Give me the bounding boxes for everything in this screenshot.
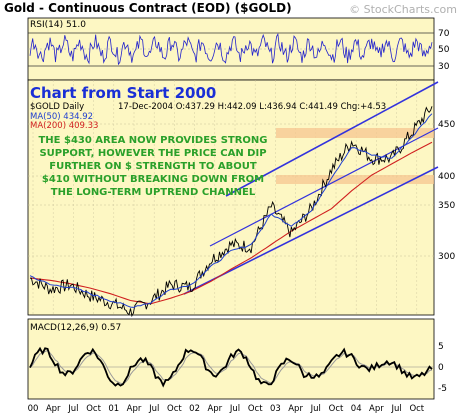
x-axis-labels: 00 Apr Jul Oct 01 Apr Jul Oct 02 Apr Jul Oct 03 Apr Ju… bbox=[28, 404, 425, 414]
x-tick-label: Apr bbox=[207, 404, 222, 414]
macd-tick-5: 5 bbox=[438, 342, 444, 352]
macd-tick-neg5: -5 bbox=[438, 384, 447, 394]
channel-upper bbox=[225, 81, 439, 197]
rsi-tick-50: 50 bbox=[438, 45, 450, 55]
annotation-line-4: $410 WITHOUT BREAKING DOWN FROM bbox=[42, 174, 264, 185]
x-tick-label: Apr bbox=[288, 404, 303, 414]
ma200-line bbox=[29, 141, 433, 305]
annotation-line-2: SUPPORT, HOWEVER THE PRICE CAN DIP bbox=[39, 148, 266, 159]
macd-panel: MACD(12,26,9) 0.57 5 0 -5 bbox=[27, 318, 447, 400]
x-tick-label: 00 bbox=[28, 404, 39, 414]
price-tick-300: 300 bbox=[438, 252, 455, 262]
x-tick-label: Oct bbox=[86, 404, 101, 414]
ohlc-label: 17-Dec-2004 O:437.29 H:442.09 L:436.94 C… bbox=[118, 102, 386, 112]
macd-signal-line bbox=[29, 349, 433, 385]
x-tick-label: 01 bbox=[108, 404, 119, 414]
x-tick-label: Jul bbox=[390, 404, 401, 414]
x-tick-label: Oct bbox=[409, 404, 424, 414]
annotation-line-3: FURTHER ON $ STRENGTH TO ABOUT bbox=[49, 161, 257, 172]
ma200-label: MA(200) 409.33 bbox=[30, 121, 98, 131]
x-tick-label: Apr bbox=[46, 404, 61, 414]
annotation-line-1: THE $430 AREA NOW PROVIDES STRONG bbox=[38, 135, 267, 146]
x-tick-label: Oct bbox=[248, 404, 263, 414]
vertical-grid bbox=[32, 80, 417, 315]
stockcharts-credit: © StockCharts.com bbox=[349, 3, 457, 16]
x-tick-label: Jul bbox=[229, 404, 240, 414]
price-tick-450: 450 bbox=[438, 120, 455, 130]
price-tick-400: 400 bbox=[438, 172, 455, 182]
rsi-label: RSI(14) 51.0 bbox=[30, 20, 86, 30]
channel-lower bbox=[183, 166, 439, 295]
x-tick-label: Jul bbox=[148, 404, 159, 414]
x-tick-label: Oct bbox=[167, 404, 182, 414]
x-tick-label: Oct bbox=[329, 404, 344, 414]
chart-title: Gold - Continuous Contract (EOD) ($GOLD) bbox=[4, 1, 292, 15]
ma50-line bbox=[29, 113, 433, 308]
chart-from-start-label: Chart from Start 2000 bbox=[30, 84, 216, 102]
x-tick-label: Apr bbox=[127, 404, 142, 414]
macd-line bbox=[29, 346, 433, 388]
channel-middle bbox=[209, 127, 439, 247]
ma50-label: MA(50) 434.92 bbox=[30, 112, 93, 122]
x-tick-label: 04 bbox=[351, 404, 362, 414]
price-panel: Chart from Start 2000 $GOLD Daily 17-Dec… bbox=[27, 79, 455, 318]
price-line bbox=[29, 106, 433, 318]
macd-tick-0: 0 bbox=[438, 363, 444, 373]
price-tick-350: 350 bbox=[438, 201, 455, 211]
rsi-line bbox=[29, 32, 433, 66]
macd-label: MACD(12,26,9) 0.57 bbox=[30, 323, 121, 333]
support-zone-430 bbox=[276, 128, 434, 138]
rsi-tick-30: 30 bbox=[438, 62, 450, 72]
x-tick-label: Jul bbox=[310, 404, 321, 414]
rsi-panel: RSI(14) 51.0 70 50 30 bbox=[27, 17, 450, 81]
x-tick-label: Jul bbox=[67, 404, 78, 414]
x-tick-label: 02 bbox=[189, 404, 200, 414]
symbol-label: $GOLD Daily bbox=[30, 102, 84, 112]
x-tick-label: Apr bbox=[369, 404, 384, 414]
rsi-tick-70: 70 bbox=[438, 29, 450, 39]
annotation-line-5: THE LONG-TERM UPTREND CHANNEL bbox=[51, 187, 256, 198]
x-tick-label: 03 bbox=[270, 404, 281, 414]
support-zone-410 bbox=[276, 175, 434, 184]
